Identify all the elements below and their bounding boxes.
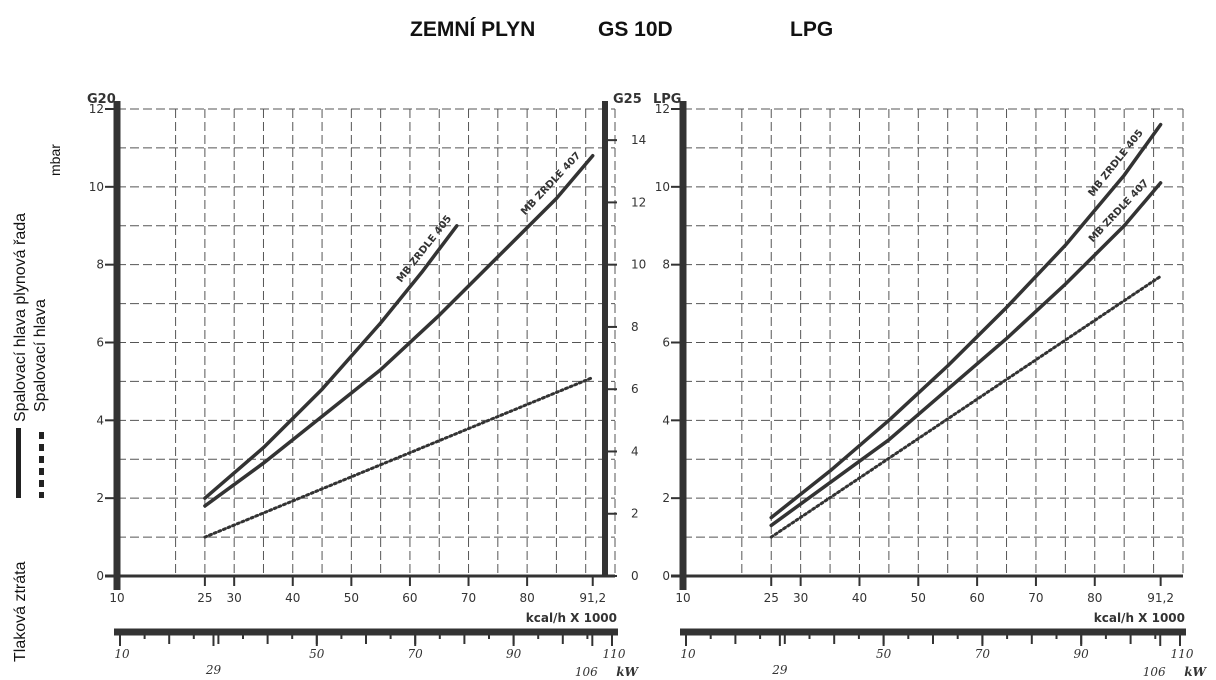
chart2-kw-tick-label: 29 [771,663,788,677]
chart1-kw-tick-label: 70 [408,647,424,661]
chart2-series-1-line [769,122,1163,520]
chart2-y-tick-label: 4 [662,413,670,427]
chart1-kw-tick-label: 50 [309,647,325,661]
chart1-x-tick-label: 10 [109,591,124,605]
chart1-series-2-label: MB ZRDLE 407 [519,150,583,217]
chart2-y-tick-label: 10 [655,180,670,194]
chart2-series-3-line [769,274,1163,539]
chart2-y-tick-label: 6 [662,336,670,350]
title-model: GS 10D [598,18,673,41]
chart1-right-tick-label: 0 [631,569,639,583]
chart1-kw-tick-label: 90 [506,647,522,661]
chart2-x-tick-label: 30 [793,591,808,605]
chart2-kw-tick-label: 106 [1143,665,1166,679]
chart1-right-tick-label: 4 [631,444,639,458]
chart2-x-tick-label: 80 [1087,591,1102,605]
title-natural-gas: ZEMNÍ PLYN [410,18,536,41]
legend-solid-line-icon [16,428,21,498]
chart1-right-tick-label: 6 [631,382,639,396]
chart2-x-tick-label: 25 [764,591,779,605]
chart1-y-tick-label: 12 [89,102,104,116]
chart1-series-1-label: MB ZRDLE 405 [395,214,454,285]
chart1-series-2-line [203,153,595,508]
chart-titles: ZEMNÍ PLYN GS 10D LPG [0,0,1216,60]
chart1-right-tick-label: 12 [631,195,646,209]
chart1-right-tick-label: 10 [631,258,646,272]
chart2-kw-tick-label: 90 [1074,647,1090,661]
chart1-x-axis-label: kcal/h X 1000 [526,611,617,625]
legend-dotted-line-icon [39,432,44,498]
chart1-x-tick-label: 40 [285,591,300,605]
chart1-right-tick-label: 8 [631,320,639,334]
chart1-y-tick-label: 4 [96,413,104,427]
chart1-kw-tick-label: 110 [603,647,626,661]
chart1-kw-unit-label: kW [616,665,639,679]
chart2-x-tick-label: 40 [852,591,867,605]
chart2-kw-tick-label: 70 [975,647,991,661]
chart1-kw-tick-label: 106 [575,665,598,679]
chart1-series-1-line [203,224,459,500]
chart1-y-tick-label: 6 [96,336,104,350]
chart1-y-tick-label: 0 [96,569,104,583]
title-lpg: LPG [790,18,834,41]
chart1-y-tick-label: 8 [96,258,104,272]
chart2-x-tick-label: 50 [911,591,926,605]
side-legend: Spalovací hlava plynová řada Spalovací h… [0,110,70,680]
chart1-x-tick-label: 60 [402,591,417,605]
chart1-x-tick-label: 25 [197,591,212,605]
chart2-kw-tick-label: 50 [876,647,892,661]
chart1-right-axis-label: G25 [613,92,642,107]
chart2-y-tick-label: 8 [662,258,670,272]
chart1-grid [116,108,615,577]
chart1-x-tick-label: 91,2 [579,591,606,605]
chart2-x-tick-label: 70 [1028,591,1043,605]
chart2-kw-tick-label: 10 [680,647,696,661]
chart1-x-tick-label: 80 [519,591,534,605]
chart1-right-tick-label: 14 [631,133,646,147]
chart1-x-tick-label: 70 [461,591,476,605]
chart1-y-tick-label: 10 [89,180,104,194]
chart1-y-tick-label: 2 [96,491,104,505]
chart2-y-tick-label: 0 [662,569,670,583]
chart2-y-tick-label: 2 [662,491,670,505]
chart2-x-tick-label: 60 [969,591,984,605]
chart2-x-axis-label: kcal/h X 1000 [1094,611,1185,625]
chart2-kw-tick-label: 110 [1171,647,1194,661]
chart1-left-axis-label: G20 [87,92,116,107]
chart1-x-tick-label: 30 [227,591,242,605]
chart2-y-tick-label: 12 [655,102,670,116]
chart2-x-tick-label: 91,2 [1147,591,1174,605]
chart2-kw-unit-label: kW [1184,665,1207,679]
chart1-right-tick-label: 2 [631,507,639,521]
chart1-series-3-line [203,376,595,539]
chart2-x-tick-label: 10 [675,591,690,605]
chart1-x-tick-label: 50 [344,591,359,605]
chart1-kw-tick-label: 29 [205,663,222,677]
chart2-series-2-line [769,181,1163,528]
chart2-left-axis-label: LPG [653,92,681,107]
chart1-kw-tick-label: 10 [114,647,130,661]
